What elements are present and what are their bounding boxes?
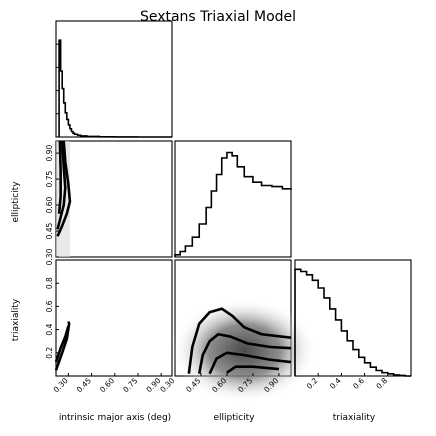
hist-triaxiality (294, 268, 411, 377)
y-tick-label-ellipticity: 0.75 (45, 171, 54, 188)
panel-triaxiality-vs-major (55, 259, 173, 377)
x-tick-label-major: 0.30 (52, 376, 70, 394)
x-tick-label-major: 0.45 (75, 376, 93, 394)
contour-tri-major-1 (54, 325, 70, 363)
panel-ellipticity-vs-major (55, 140, 173, 258)
contour-ell-major-0 (56, 140, 72, 237)
y-tick-label-triaxiality: 0.8 (45, 277, 54, 289)
chart-title: Sextans Triaxial Model (140, 9, 296, 25)
contour-ell-major-1 (56, 140, 67, 230)
x-tick-label-triaxiality: 0.8 (374, 376, 389, 391)
contour-tri-ell-1 (197, 332, 292, 374)
y-tick-label-ellipticity: 0.45 (45, 222, 54, 239)
contour-tri-ell-3 (226, 365, 279, 374)
x-tick-label-ellipticity: 0.30 (158, 376, 176, 394)
panel-ellipticity-hist (174, 140, 292, 258)
ylabel-triaxiality: triaxiality (11, 298, 21, 341)
x-tick-label-major: 0.75 (121, 376, 139, 394)
y-tick-label-ellipticity: 0.30 (45, 248, 54, 265)
contour-tri-ell-2 (208, 351, 292, 375)
y-tick-label-triaxiality: 0.4 (45, 323, 54, 335)
x-tick-label-major: 0.60 (98, 376, 116, 394)
ylabel-ellipticity: ellipticity (11, 181, 21, 223)
x-tick-label-triaxiality: 0.6 (351, 376, 366, 391)
contour-tri-ell-0 (187, 307, 292, 374)
density-triaxiality-vs-ellipticity (172, 298, 317, 403)
y-tick-label-ellipticity: 0.90 (45, 145, 54, 162)
hist-major (58, 39, 172, 138)
x-tick-label-triaxiality: 0.4 (328, 376, 343, 391)
hist-ellipticity (174, 151, 292, 257)
xlabel-triaxiality: triaxiality (333, 413, 376, 423)
xlabel-ellipticity: ellipticity (213, 413, 255, 423)
panel-major-hist (55, 20, 173, 138)
y-tick-label-triaxiality: 0.6 (45, 300, 54, 312)
y-tick-label-ellipticity: 0.60 (45, 196, 54, 213)
y-tick-label-triaxiality: 0.2 (45, 347, 54, 359)
contour-ell-major-2 (57, 140, 62, 214)
contour-tri-major-0 (54, 321, 71, 371)
x-tick-label-triaxiality: 0.2 (305, 376, 320, 391)
xlabel-major: intrinsic major axis (deg) (59, 413, 171, 423)
